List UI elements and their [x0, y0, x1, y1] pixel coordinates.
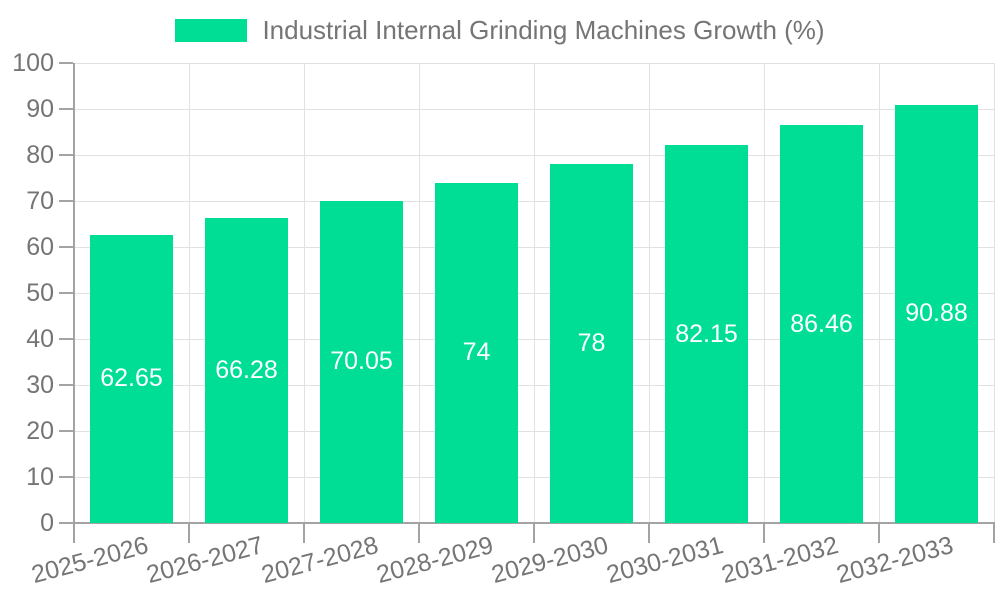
y-axis-tick-label: 40	[26, 324, 54, 353]
bar[interactable]	[205, 218, 288, 523]
x-gridline	[763, 63, 765, 523]
x-axis-tick	[188, 523, 190, 543]
y-axis-tick-label: 0	[40, 508, 54, 537]
y-axis-tick	[59, 292, 73, 294]
bar[interactable]	[90, 234, 173, 523]
x-gridline	[533, 63, 535, 523]
y-axis-tick	[59, 62, 73, 64]
y-axis-tick-label: 90	[26, 94, 54, 123]
y-axis-tick-label: 60	[26, 232, 54, 261]
y-axis-tick-label: 10	[26, 462, 54, 491]
legend-label: Industrial Internal Grinding Machines Gr…	[262, 15, 825, 45]
x-axis-tick-label: 2027-2028	[258, 531, 382, 590]
bar-value-label: 70.05	[330, 347, 393, 376]
bar[interactable]	[320, 200, 403, 523]
y-axis-tick	[59, 522, 73, 524]
legend-swatch	[175, 18, 248, 42]
x-axis-tick	[763, 523, 765, 543]
x-axis-tick-label: 2031-2032	[718, 531, 842, 590]
y-axis-tick	[59, 154, 73, 156]
y-axis-tick-label: 30	[26, 370, 54, 399]
bar[interactable]	[665, 145, 748, 523]
bar-value-label: 78	[577, 329, 606, 358]
y-axis-tick-label: 70	[26, 186, 54, 215]
x-gridline	[303, 63, 305, 523]
x-axis-tick-label: 2029-2030	[488, 531, 612, 590]
x-axis-tick	[993, 523, 995, 543]
x-gridline	[993, 63, 995, 523]
bar[interactable]	[550, 164, 633, 523]
y-axis-tick-label: 20	[26, 416, 54, 445]
x-axis-tick-label: 2028-2029	[373, 531, 497, 590]
x-axis-tick-label: 2026-2027	[143, 531, 267, 590]
bar-value-label: 82.15	[675, 319, 738, 348]
y-axis-tick	[59, 246, 73, 248]
x-axis-tick	[648, 523, 650, 543]
bar[interactable]	[895, 104, 978, 523]
y-axis-tick-label: 100	[12, 48, 54, 77]
legend-item[interactable]: Industrial Internal Grinding Machines Gr…	[0, 17, 1000, 43]
y-axis-tick-label: 50	[26, 278, 54, 307]
y-axis-tick	[59, 430, 73, 432]
bar-value-label: 86.46	[790, 309, 853, 338]
x-gridline	[418, 63, 420, 523]
x-axis-tick	[878, 523, 880, 543]
x-axis-tick-label: 2025-2026	[28, 531, 152, 590]
x-gridline	[188, 63, 190, 523]
bar[interactable]	[780, 125, 863, 523]
y-axis-line	[73, 63, 75, 523]
x-axis-tick	[303, 523, 305, 543]
x-axis-tick	[73, 523, 75, 543]
x-gridline	[878, 63, 880, 523]
y-axis-tick	[59, 476, 73, 478]
x-axis-tick	[418, 523, 420, 543]
x-axis-tick-label: 2032-2033	[833, 531, 957, 590]
x-axis-line	[73, 522, 995, 524]
bar-value-label: 74	[462, 338, 491, 367]
y-axis-tick	[59, 108, 73, 110]
bar[interactable]	[435, 182, 518, 523]
y-axis-tick	[59, 384, 73, 386]
y-axis-tick-label: 80	[26, 140, 54, 169]
y-axis-tick	[59, 338, 73, 340]
bar-value-label: 90.88	[905, 299, 968, 328]
x-gridline	[648, 63, 650, 523]
bar-value-label: 62.65	[100, 364, 163, 393]
y-axis-tick	[59, 200, 73, 202]
x-axis-tick-label: 2030-2031	[603, 531, 727, 590]
bar-value-label: 66.28	[215, 356, 278, 385]
x-axis-tick	[533, 523, 535, 543]
